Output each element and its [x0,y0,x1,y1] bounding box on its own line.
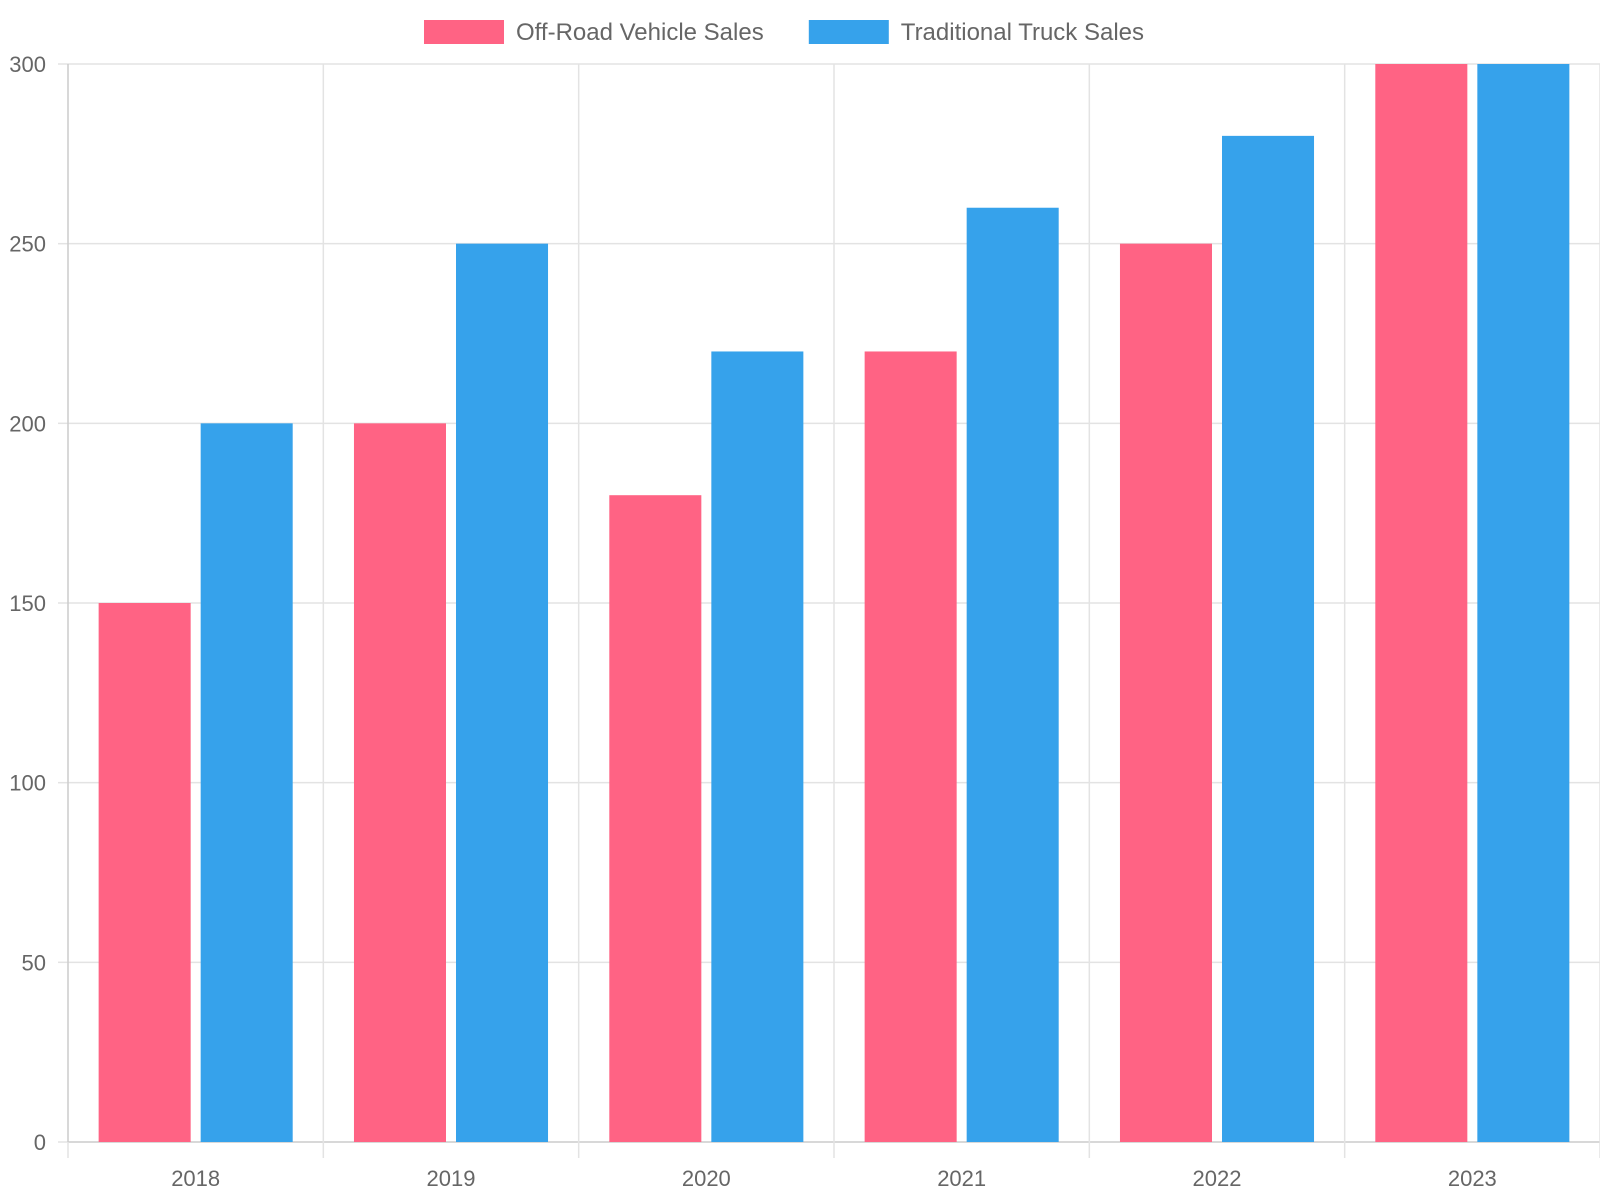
bar-traditional-truck-2019[interactable] [456,243,549,1142]
y-tick-label: 150 [9,591,46,616]
y-tick-label: 0 [34,1130,46,1155]
legend[interactable]: Off-Road Vehicle Sales Traditional Truck … [424,19,1144,46]
grid-lines [58,63,1600,1158]
legend-swatch [424,20,504,44]
bar-off-road-2019[interactable] [353,423,446,1142]
bar-off-road-2020[interactable] [609,495,702,1142]
x-tick-label: 2021 [937,1166,986,1191]
bar-off-road-2022[interactable] [1119,243,1212,1142]
bar-off-road-2023[interactable] [1375,64,1468,1142]
axes: 0 50 100 150 200 250 300 2018 2019 2020 2021 2022 20… [9,52,1497,1191]
bars [98,64,1570,1142]
y-tick-label: 300 [9,52,46,77]
bar-traditional-truck-2018[interactable] [200,423,293,1142]
x-tick-label: 2019 [427,1166,476,1191]
x-tick-label: 2023 [1448,1166,1497,1191]
bar-traditional-truck-2022[interactable] [1222,135,1315,1142]
legend-swatch [808,20,889,44]
y-tick-label: 200 [9,411,46,436]
y-tick-label: 250 [9,232,46,257]
legend-label: Traditional Truck Sales [901,19,1144,46]
legend-item[interactable]: Off-Road Vehicle Sales [424,19,764,46]
legend-item[interactable]: Traditional Truck Sales [808,19,1144,46]
bar-traditional-truck-2023[interactable] [1477,64,1570,1142]
bar-traditional-truck-2021[interactable] [966,207,1059,1142]
x-tick-label: 2022 [1193,1166,1242,1191]
legend-label: Off-Road Vehicle Sales [516,19,764,46]
bar-off-road-2021[interactable] [864,351,957,1142]
y-tick-label: 100 [9,771,46,796]
y-tick-label: 50 [22,950,46,975]
x-tick-label: 2018 [171,1166,220,1191]
bar-traditional-truck-2020[interactable] [711,351,804,1142]
x-tick-label: 2020 [682,1166,731,1191]
bar-off-road-2018[interactable] [98,603,191,1142]
